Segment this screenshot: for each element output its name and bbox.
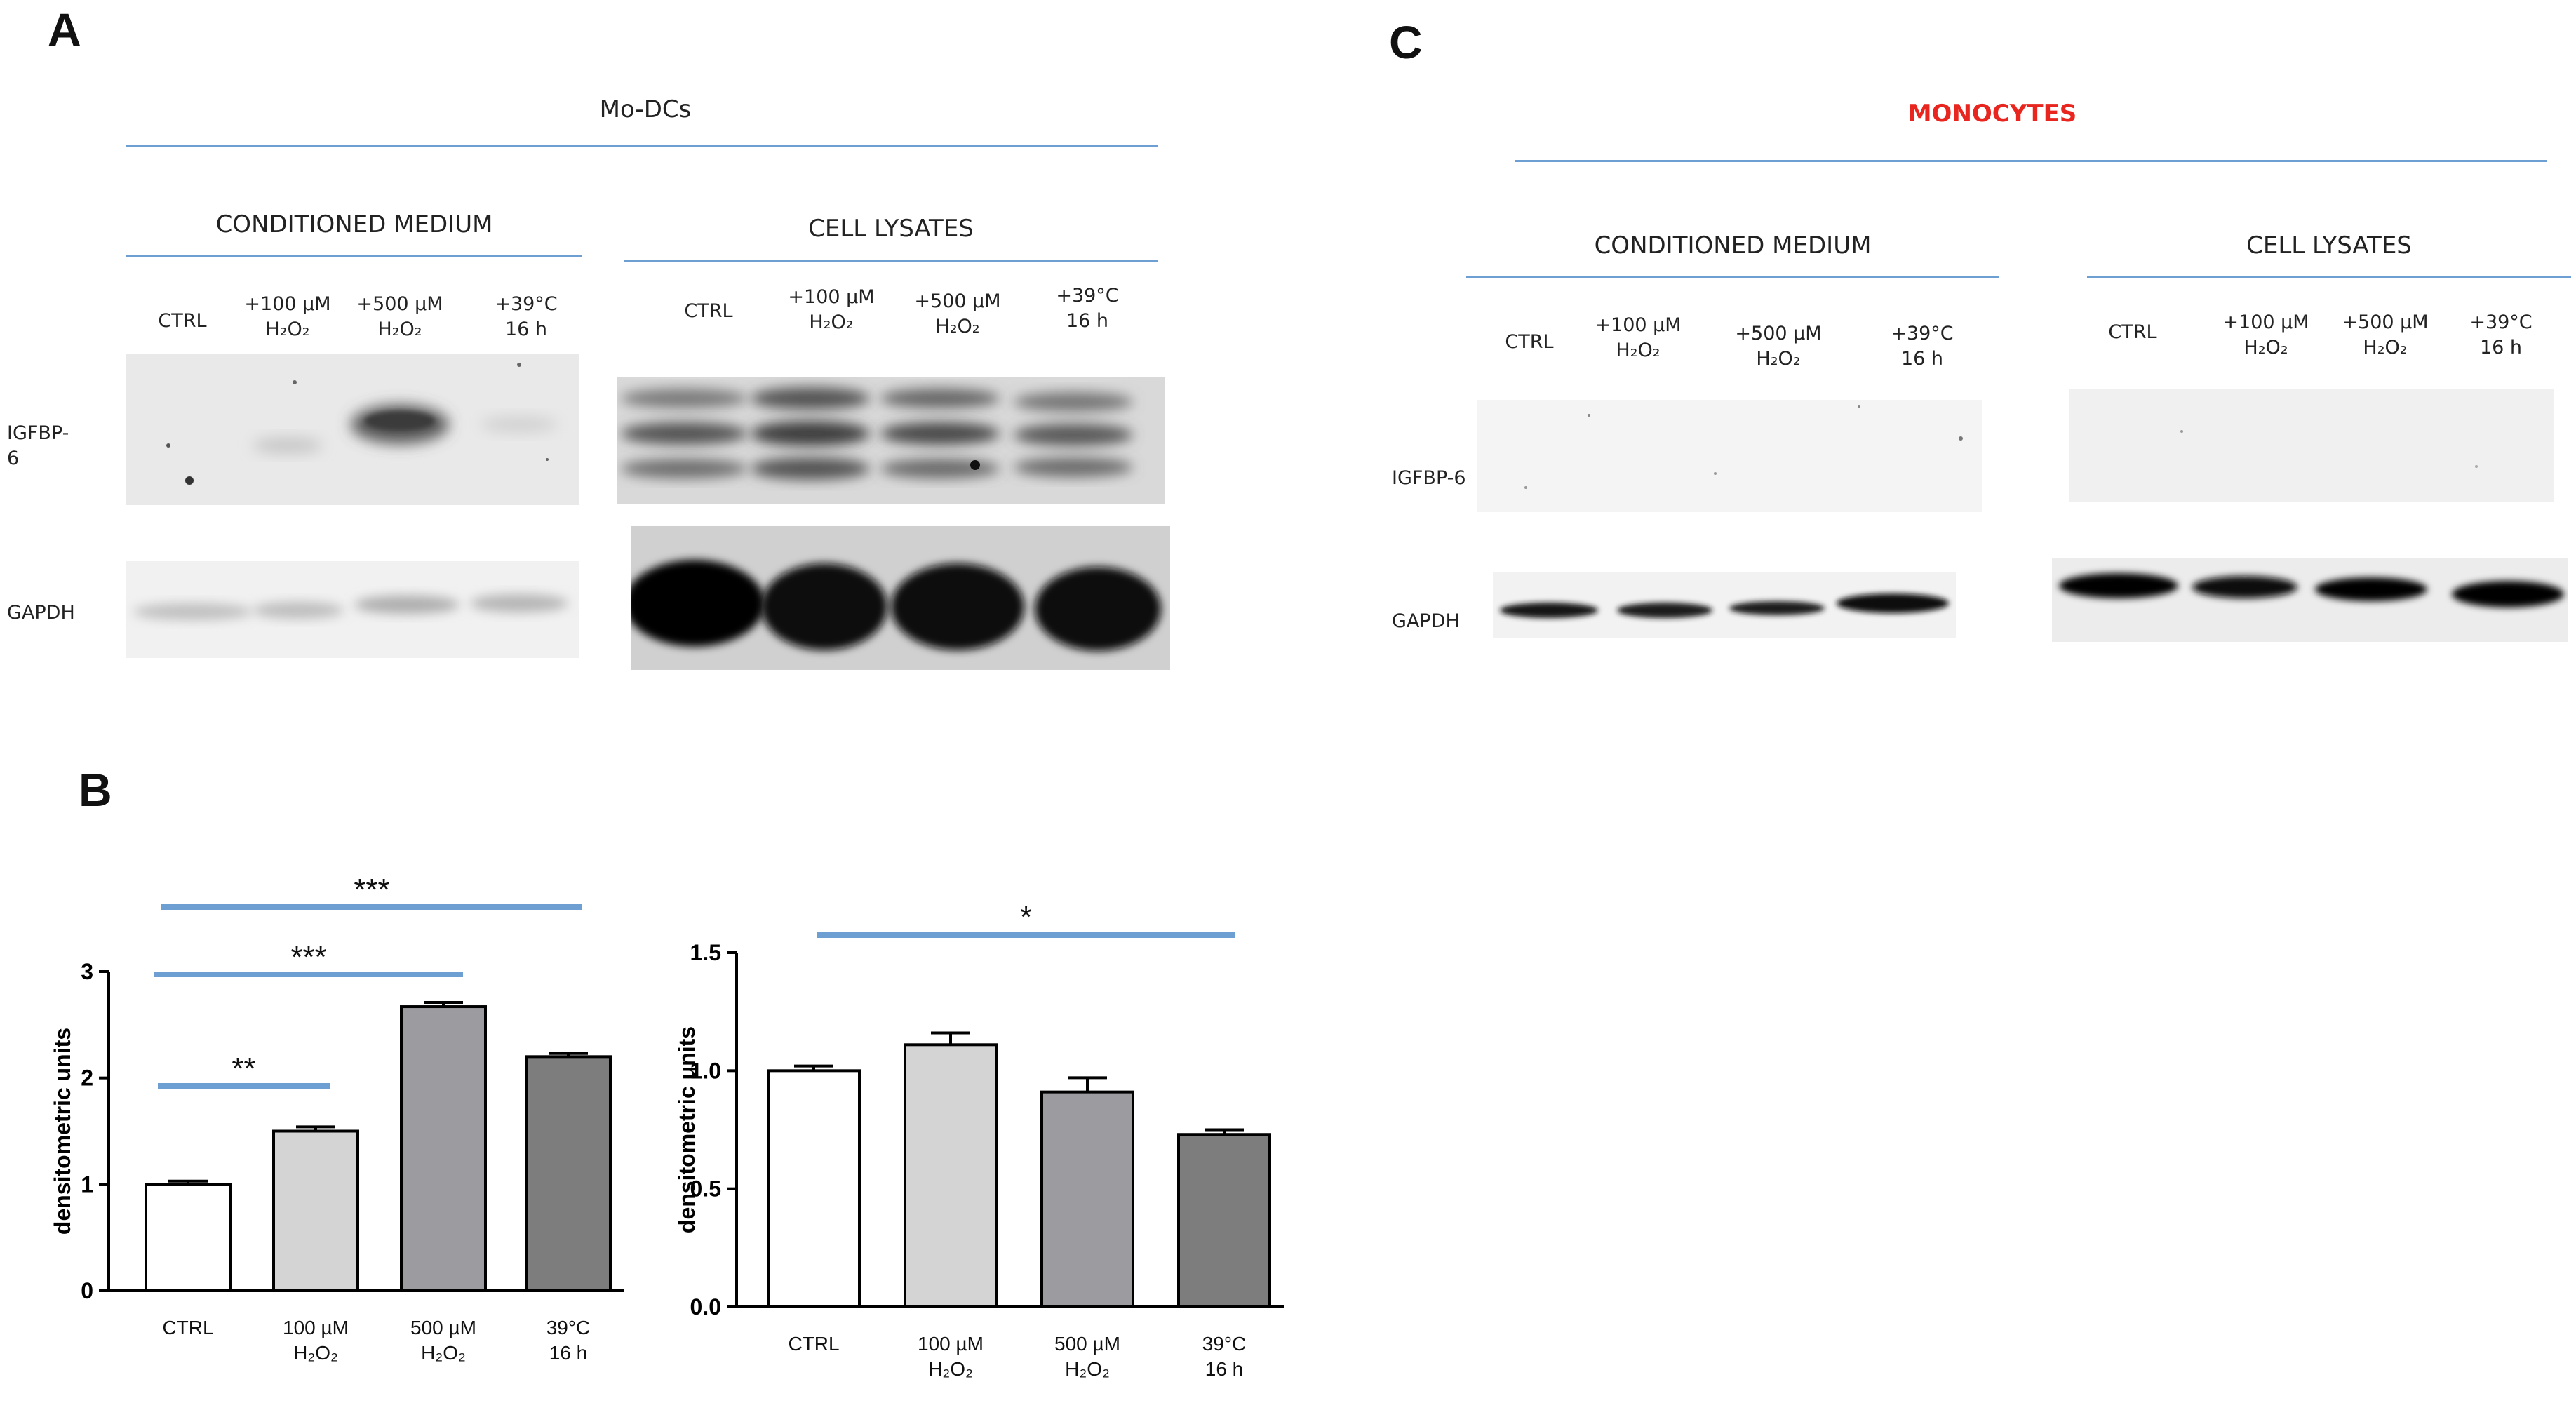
bar-chart-mo-dcs-lysates: 0.0 0.5 1.0 1.5 densitometric units CTRL 100 µ…	[674, 900, 1284, 1380]
x-tick-label: H₂O₂	[928, 1358, 973, 1380]
lane-label: CTRL	[1505, 331, 1554, 353]
row-label-gapdh: GAPDH	[1392, 610, 1460, 632]
panel-c-title: MONOCYTES	[1907, 100, 2077, 128]
blot-a-gapdh-conditioned	[126, 561, 579, 658]
lane-label: +100 µM H₂O₂	[244, 293, 331, 340]
x-tick-label: CTRL	[162, 1317, 213, 1338]
y-tick-label: 1	[81, 1171, 93, 1197]
panel-c-title-rule	[1515, 160, 2547, 162]
x-tick-label: 500 µM	[410, 1317, 476, 1338]
panel-a-title: Mo-DCs	[599, 95, 692, 123]
bar	[1177, 1133, 1271, 1308]
x-tick-label: CTRL	[788, 1333, 839, 1355]
significance-label: *	[1020, 900, 1032, 934]
significance-label: **	[232, 1052, 255, 1086]
panel-a-title-rule	[126, 145, 1158, 147]
significance-label: ***	[290, 940, 326, 974]
lane-label: +39°C 16 h	[2469, 311, 2533, 358]
bar	[767, 1069, 861, 1308]
panel-c-conditioned-rule	[1466, 276, 1999, 278]
y-tick-label: 1.5	[690, 940, 721, 965]
lane-label: CTRL	[2108, 321, 2157, 343]
lane-label: +500 µM H₂O₂	[914, 290, 1001, 337]
lane-label: +100 µM H₂O₂	[788, 286, 875, 333]
row-label-igfbp6: IGFBP-6	[1392, 467, 1466, 489]
panel-c-cell-lysates-header: CELL LYSATES	[2246, 231, 2412, 260]
blot-c-igfbp6-lysates	[2069, 389, 2554, 502]
x-tick-label: 16 h	[1205, 1358, 1244, 1380]
x-tick-label: 16 h	[549, 1342, 588, 1364]
x-tick-label: 500 µM	[1054, 1333, 1120, 1355]
lane-label: +39°C 16 h	[1891, 323, 1954, 370]
lane-label: +39°C 16 h	[1056, 285, 1119, 332]
lane-label: +500 µM H₂O₂	[1735, 323, 1822, 370]
bar	[145, 1183, 232, 1292]
panel-a-cell-lysates-header: CELL LYSATES	[808, 215, 974, 243]
bar	[400, 1005, 487, 1292]
blot-c-gapdh-lysates	[2052, 558, 2568, 642]
row-label-igfbp6: IGFBP-6	[7, 422, 69, 469]
y-tick-label: 0	[81, 1278, 93, 1303]
panel-letter-c: C	[1389, 16, 1423, 68]
x-tick-label: 100 µM	[283, 1317, 349, 1338]
y-tick-label: 3	[81, 959, 93, 984]
bar	[904, 1043, 998, 1308]
panel-letter-b: B	[79, 764, 112, 816]
panel-letter-a: A	[48, 4, 81, 55]
y-axis-label: densitometric units	[50, 1028, 75, 1235]
y-axis-label: densitometric units	[674, 1026, 699, 1233]
bar	[525, 1055, 612, 1292]
lane-label: +500 µM H₂O₂	[2342, 311, 2429, 358]
y-tick-label: 2	[81, 1066, 93, 1091]
lane-label: +100 µM H₂O₂	[2222, 311, 2309, 358]
row-label-gapdh: GAPDH	[7, 602, 75, 624]
y-tick-label: 1.0	[690, 1058, 721, 1083]
x-tick-label: H₂O₂	[293, 1342, 338, 1364]
bar	[1040, 1090, 1134, 1308]
x-tick-label: H₂O₂	[421, 1342, 466, 1364]
lane-label: CTRL	[158, 310, 207, 332]
lane-label: +100 µM H₂O₂	[1595, 314, 1682, 361]
panel-a-conditioned-medium-header: CONDITIONED MEDIUM	[215, 210, 493, 239]
x-tick-label: 39°C	[1202, 1333, 1247, 1355]
blot-c-igfbp6-conditioned	[1477, 400, 1982, 512]
lane-label: +500 µM H₂O₂	[356, 293, 443, 340]
x-tick-label: H₂O₂	[1065, 1358, 1110, 1380]
panel-a-lysates-rule	[624, 260, 1158, 262]
significance-label: ***	[354, 873, 389, 907]
blot-c-gapdh-conditioned	[1493, 572, 1956, 638]
bar-chart-mo-dcs-conditioned: 0 1 2 3 densitometric units CTRL 100 µM H₂O₂ 500…	[50, 873, 624, 1364]
x-tick-label: 100 µM	[918, 1333, 984, 1355]
blot-a-igfbp6-lysates	[617, 377, 1165, 504]
bar	[272, 1129, 359, 1292]
x-tick-label: 39°C	[546, 1317, 591, 1338]
panel-a-conditioned-rule	[126, 255, 582, 257]
panel-c-conditioned-medium-header: CONDITIONED MEDIUM	[1594, 231, 1872, 260]
blot-a-igfbp6-conditioned	[126, 354, 579, 505]
lane-label: CTRL	[684, 300, 733, 322]
y-tick-label: 0.5	[690, 1176, 721, 1202]
y-tick-label: 0.0	[690, 1294, 721, 1320]
blot-a-gapdh-lysates	[631, 526, 1170, 670]
lane-label: +39°C 16 h	[495, 293, 558, 340]
panel-c-lysates-rule	[2087, 276, 2571, 278]
